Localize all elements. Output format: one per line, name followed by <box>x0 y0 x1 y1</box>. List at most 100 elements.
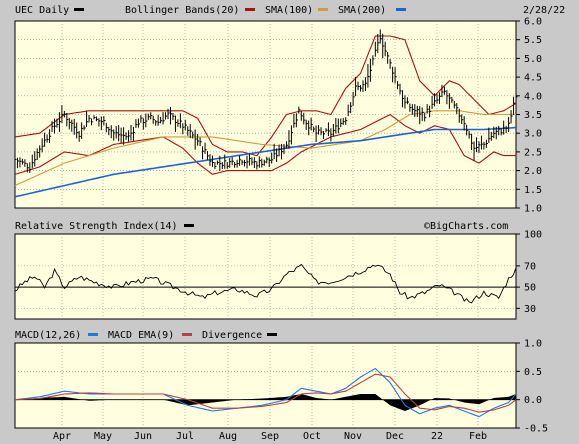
macd-label: MACD(12,26) <box>15 330 81 341</box>
ohlc-bar <box>125 132 128 140</box>
ohlc-bar <box>95 116 99 122</box>
ohlc-bar <box>14 156 17 164</box>
ohlc-bar <box>241 159 244 166</box>
ohlc-bar <box>315 125 318 143</box>
ohlc-bar <box>231 157 234 166</box>
ohlc-bar <box>103 116 106 126</box>
y-tick-label: 0.0 <box>524 395 542 406</box>
ohlc-bar <box>295 113 298 128</box>
ohlc-bar <box>207 151 210 160</box>
month-label: May <box>94 431 112 442</box>
month-label: 22 <box>431 431 443 442</box>
ohlc-bar <box>100 116 103 131</box>
ohlc-bar <box>513 96 516 116</box>
bollinger-swatch <box>245 8 255 11</box>
month-label: Jul <box>176 431 194 442</box>
macd-swatch <box>88 333 98 336</box>
ohlc-bar <box>150 112 153 120</box>
y-tick-label: 6.0 <box>524 17 542 28</box>
ohlc-bar <box>325 128 328 133</box>
ohlc-bar <box>515 91 518 107</box>
ohlc-bar <box>91 118 94 126</box>
ohlc-bar <box>182 123 185 135</box>
sma200-label: SMA(200) <box>338 5 386 16</box>
ohlc-bar <box>145 113 148 128</box>
rsi-panel <box>14 233 517 320</box>
ohlc-bar <box>135 119 138 129</box>
ohlc-bar <box>318 125 321 135</box>
ohlc-bar <box>132 126 136 141</box>
y-tick-label: 50 <box>524 283 536 294</box>
ohlc-bar <box>226 162 229 169</box>
ohlc-bar <box>414 104 417 118</box>
rsi-line <box>14 263 517 304</box>
ohlc-bar <box>172 112 175 121</box>
macd-ema-line <box>14 373 517 413</box>
ohlc-bar <box>441 84 444 98</box>
ohlc-bar <box>234 161 237 168</box>
ohlc-bar <box>332 124 335 137</box>
ohlc-bar <box>416 105 419 117</box>
ohlc-bar <box>409 103 412 112</box>
ohlc-bar <box>468 130 471 139</box>
ohlc-bar <box>81 122 84 139</box>
ohlc-bar <box>108 126 111 136</box>
y-tick-label: 0.5 <box>524 367 542 378</box>
ohlc-bar <box>211 155 215 168</box>
divergence-swatch <box>267 333 277 336</box>
ohlc-bar <box>268 157 271 167</box>
macd-line <box>14 367 517 418</box>
ohlc-bar <box>165 112 168 120</box>
ohlc-bar <box>461 114 464 125</box>
ohlc-bar <box>355 76 358 97</box>
ohlc-bar <box>229 158 232 168</box>
ohlc-bar <box>142 118 145 130</box>
ohlc-bar <box>308 120 311 136</box>
macd-y-axis: 1.0 0.5 0.0 -0.5 <box>516 339 548 435</box>
y-tick-label: 5.0 <box>524 54 542 65</box>
ohlc-bar <box>76 122 79 139</box>
ohlc-bar <box>177 119 180 127</box>
watermark: ©BigCharts.com <box>424 221 508 232</box>
ohlc-bar <box>147 113 150 121</box>
ohlc-bar <box>24 159 27 167</box>
ohlc-bar <box>283 143 286 155</box>
ohlc-bar <box>458 108 461 123</box>
ohlc-bar <box>453 100 456 109</box>
macd-panel <box>14 342 517 429</box>
ohlc-bar <box>61 105 64 123</box>
ohlc-bar <box>115 125 118 139</box>
divergence-area <box>15 394 516 411</box>
ohlc-bar <box>505 125 508 134</box>
ohlc-bar <box>266 156 269 164</box>
ohlc-bar <box>345 117 348 125</box>
price-y-axis: 1.0 1.5 2.0 2.5 3.0 3.5 4.0 4.5 5.0 5.5 6.0 <box>516 17 542 215</box>
ohlc-bar <box>340 118 343 128</box>
ohlc-bar <box>189 123 192 139</box>
y-tick-label: 4.5 <box>524 73 542 84</box>
ohlc-bar <box>192 131 195 139</box>
ohlc-bar <box>29 162 32 174</box>
ohlc-bar <box>397 81 400 90</box>
ohlc-bar <box>374 41 377 57</box>
ohlc-bar <box>56 118 59 128</box>
ohlc-bar <box>293 113 296 128</box>
ohlc-bar <box>19 157 22 168</box>
ohlc-bar <box>83 125 86 131</box>
y-tick-label: 2.5 <box>524 147 542 158</box>
ohlc-bar <box>214 161 217 170</box>
ohlc-bar <box>221 162 224 169</box>
macd-content <box>14 367 517 418</box>
ohlc-bar <box>244 159 247 167</box>
rsi-y-axis: 100 70 50 30 <box>516 230 542 315</box>
ohlc-bar <box>271 152 274 164</box>
ohlc-bar <box>431 95 434 109</box>
ohlc-bar <box>209 154 212 166</box>
ohlc-bar <box>434 93 437 107</box>
ohlc-bar <box>350 102 353 114</box>
ohlc-bar <box>510 110 513 124</box>
ohlc-bar <box>34 151 37 167</box>
y-tick-label: 70 <box>524 261 536 272</box>
ohlc-bar <box>285 141 289 149</box>
